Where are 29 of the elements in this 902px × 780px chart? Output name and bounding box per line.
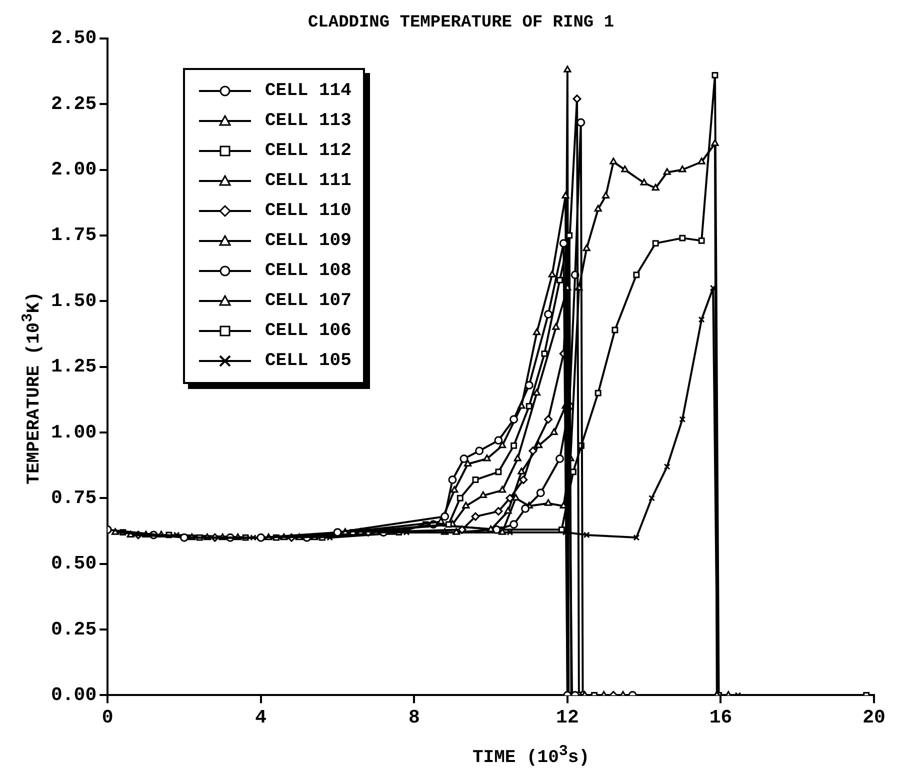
y-tick-label: 1.50	[51, 290, 97, 312]
legend-label: CELL 109	[265, 231, 352, 251]
x-tick-label: 12	[556, 706, 579, 728]
x-axis-title: TIME (10$^{3}$s)	[471, 743, 591, 768]
x-tick-label: 16	[709, 706, 732, 728]
y-tick-label: 1.25	[51, 356, 97, 378]
chart-title: CLADDING TEMPERATURE OF RING 1	[308, 13, 614, 32]
y-tick-label: 0.00	[51, 684, 97, 706]
legend-label: CELL 112	[265, 141, 352, 161]
x-tick-label: 20	[862, 706, 886, 728]
legend-label: CELL 111	[265, 171, 352, 191]
y-tick-label: 0.75	[51, 486, 97, 509]
legend-label: CELL 107	[265, 291, 352, 311]
y-tick-label: 0.50	[51, 552, 97, 575]
legend-label: CELL 108	[265, 261, 352, 281]
legend-label: CELL 114	[265, 81, 352, 101]
legend-label: CELL 105	[265, 351, 352, 371]
x-tick-label: 8	[408, 706, 420, 728]
y-tick-label: 2.00	[51, 158, 97, 181]
x-tick-label: 0	[102, 706, 114, 728]
y-tick-label: 0.25	[51, 618, 97, 640]
y-tick-label: 1.75	[51, 224, 97, 246]
legend-label: CELL 106	[265, 321, 352, 341]
legend-label: CELL 113	[265, 111, 352, 131]
y-tick-label: 2.50	[51, 27, 97, 50]
x-tick-label: 4	[255, 706, 267, 728]
y-tick-label: 1.00	[51, 421, 97, 444]
y-tick-label: 2.25	[51, 92, 97, 115]
legend-label: CELL 110	[265, 201, 352, 221]
